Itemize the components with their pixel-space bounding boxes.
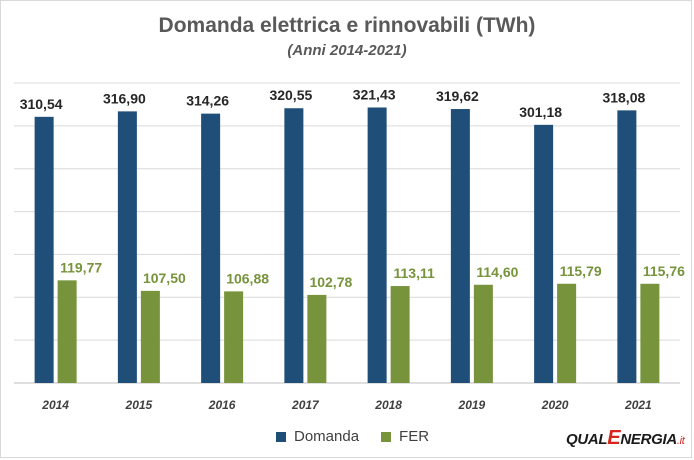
x-tick-label-2019: 2019 (458, 398, 486, 412)
bar-domanda-2021 (617, 110, 637, 384)
legend-swatch-fer (381, 431, 392, 442)
chart-subtitle: (Anni 2014-2021) (287, 42, 407, 59)
legend-label-fer: FER (399, 428, 430, 445)
data-label-fer-2018: 113,11 (393, 265, 434, 281)
data-label-domanda-2016: 314,26 (186, 93, 229, 109)
data-label-fer-2017: 102,78 (309, 274, 352, 290)
x-tick-label-2020: 2020 (541, 398, 569, 412)
x-tick-label-2021: 2021 (624, 398, 652, 412)
chart-legend: Domanda FER (276, 428, 451, 445)
data-label-domanda-2019: 319,62 (436, 88, 479, 104)
bar-domanda-2014 (34, 116, 54, 383)
data-label-fer-2019: 114,60 (476, 264, 518, 280)
data-label-domanda-2018: 321,43 (353, 86, 396, 102)
legend-label-domanda: Domanda (294, 428, 360, 445)
bar-fer-2020 (557, 283, 577, 383)
data-label-domanda-2021: 318,08 (602, 89, 645, 105)
data-label-fer-2021: 115,76 (643, 263, 685, 279)
x-tick-label-2016: 2016 (208, 398, 236, 412)
bar-domanda-2019 (450, 109, 470, 383)
x-tick-label-2014: 2014 (41, 398, 69, 412)
data-label-domanda-2020: 301,18 (519, 104, 562, 120)
bar-domanda-2020 (534, 124, 554, 384)
bar-domanda-2018 (367, 107, 387, 383)
bar-domanda-2015 (117, 111, 137, 383)
legend-item-domanda: Domanda (276, 428, 359, 445)
bar-fer-2015 (140, 290, 160, 383)
bar-domanda-2017 (284, 108, 304, 383)
data-label-fer-2020: 115,79 (560, 263, 602, 279)
data-label-domanda-2017: 320,55 (269, 87, 312, 103)
bar-fer-2014 (57, 280, 77, 383)
chart-title: Domanda elettrica e rinnovabili (TWh) (158, 14, 536, 37)
x-tick-label-2017: 2017 (291, 398, 320, 412)
x-tick-label-2018: 2018 (374, 398, 402, 412)
data-label-fer-2014: 119,77 (60, 259, 102, 275)
bar-fer-2017 (307, 294, 327, 383)
qualenergia-logo: QUALENERGIA.it (566, 427, 685, 449)
bar-fer-2016 (224, 291, 244, 383)
x-tick-label-2015: 2015 (125, 398, 153, 412)
legend-swatch-domanda (276, 431, 286, 442)
data-label-domanda-2014: 310,54 (20, 96, 63, 112)
data-label-domanda-2015: 316,90 (103, 90, 146, 106)
bar-fer-2018 (390, 286, 410, 383)
bar-domanda-2016 (201, 113, 221, 384)
legend-item-fer: FER (381, 428, 429, 445)
bar-fer-2021 (640, 283, 660, 383)
data-label-fer-2015: 107,50 (143, 270, 186, 286)
data-label-fer-2016: 106,88 (226, 270, 269, 286)
bar-fer-2019 (473, 284, 493, 383)
